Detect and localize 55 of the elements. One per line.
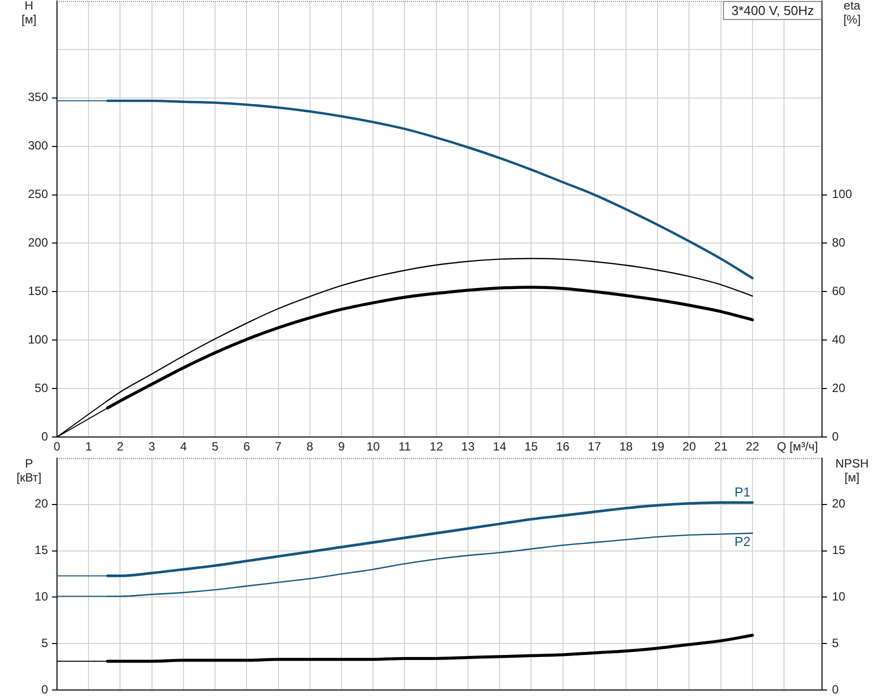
y2-tick-label: 20 (832, 496, 846, 511)
x-tick-label: 22 (746, 440, 760, 454)
x-tick-label: 18 (619, 440, 633, 454)
y-tick-label: 5 (41, 636, 48, 650)
annotation: 3*400 V, 50Hz (723, 1, 822, 20)
y2-tick-label: 40 (832, 332, 846, 346)
y-tick-label: 0 (41, 429, 48, 444)
y-tick-label: 20 (34, 496, 48, 511)
y2-axis-title: eta [%] (843, 0, 861, 26)
x-tick-label: 7 (274, 440, 282, 454)
x-axis-title: Q [м³/ч] (776, 439, 818, 454)
y-tick-label: 200 (28, 236, 48, 250)
x-tick-label: 9 (338, 440, 346, 454)
x-tick-label: 21 (714, 440, 728, 454)
y-tick-label: 15 (34, 543, 48, 558)
y-tick-label: 100 (28, 332, 48, 346)
y-axis-title: P [кВт] (16, 456, 42, 484)
x-tick-label: 10 (366, 440, 380, 454)
series-label: P1 (734, 484, 750, 500)
y2-axis-title: NPSH [м] (835, 456, 869, 484)
y-tick-label: 350 (28, 90, 48, 104)
x-tick-label: 19 (650, 440, 665, 454)
series-label: P2 (734, 534, 750, 550)
x-tick-label: 6 (243, 440, 250, 454)
x-tick-label: 8 (306, 440, 314, 454)
y2-tick-label: 5 (832, 636, 839, 650)
y-tick-label: 150 (28, 284, 48, 298)
x-tick-label: 2 (116, 440, 124, 454)
y-tick-label: 50 (34, 380, 48, 395)
y-tick-label: 10 (34, 590, 48, 604)
y2-tick-label: 15 (832, 543, 846, 558)
x-tick-label: 14 (492, 440, 507, 454)
x-tick-label: 12 (430, 440, 444, 454)
y-tick-label: 0 (41, 682, 48, 696)
y-tick-label: 250 (28, 187, 48, 202)
y2-tick-label: 20 (832, 380, 846, 395)
x-tick-label: 4 (180, 440, 188, 454)
x-tick-label: 1 (85, 440, 92, 454)
y2-tick-label: 100 (832, 187, 852, 202)
y-axis-title: H [м] (22, 0, 36, 26)
x-tick-label: 15 (524, 440, 538, 454)
x-tick-label: 11 (398, 440, 412, 454)
y2-tick-label: 10 (832, 590, 846, 604)
x-tick-label: 3 (148, 440, 156, 454)
x-tick-label: 16 (556, 440, 570, 454)
y2-tick-label: 0 (832, 682, 839, 696)
x-tick-label: 20 (682, 440, 696, 454)
y2-tick-label: 60 (832, 284, 846, 298)
y2-tick-label: 0 (832, 429, 839, 444)
y-tick-label: 300 (28, 138, 48, 153)
x-tick-label: 5 (212, 440, 219, 454)
x-tick-label: 17 (588, 440, 602, 454)
x-tick-label: 13 (461, 440, 475, 454)
x-tick-label: 0 (54, 440, 61, 454)
y2-tick-label: 80 (832, 236, 846, 250)
